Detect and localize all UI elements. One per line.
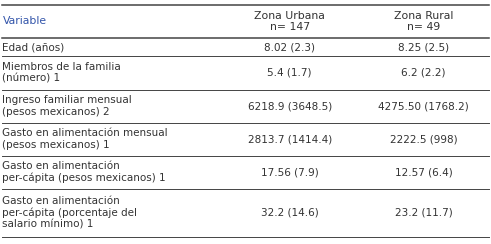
- Text: 6.2 (2.2): 6.2 (2.2): [401, 68, 446, 78]
- Text: Miembros de la familia
(número) 1: Miembros de la familia (número) 1: [2, 62, 121, 84]
- Text: Gasto en alimentación
per-cápita (porcentaje del
salario mínimo) 1: Gasto en alimentación per-cápita (porcen…: [2, 196, 137, 230]
- Text: 17.56 (7.9): 17.56 (7.9): [261, 167, 319, 177]
- Text: Gasto en alimentación
per-cápita (pesos mexicanos) 1: Gasto en alimentación per-cápita (pesos …: [2, 161, 166, 183]
- Text: Variable: Variable: [2, 16, 47, 26]
- Text: Edad (años): Edad (años): [2, 42, 65, 52]
- Text: 2222.5 (998): 2222.5 (998): [390, 134, 457, 144]
- Text: 12.57 (6.4): 12.57 (6.4): [395, 167, 452, 177]
- Text: 23.2 (11.7): 23.2 (11.7): [395, 208, 452, 218]
- Text: Zona Urbana
n= 147: Zona Urbana n= 147: [254, 11, 325, 32]
- Text: 2813.7 (1414.4): 2813.7 (1414.4): [247, 134, 332, 144]
- Text: Gasto en alimentación mensual
(pesos mexicanos) 1: Gasto en alimentación mensual (pesos mex…: [2, 128, 168, 150]
- Text: 4275.50 (1768.2): 4275.50 (1768.2): [378, 101, 469, 111]
- Text: 32.2 (14.6): 32.2 (14.6): [261, 208, 319, 218]
- Text: Zona Rural
n= 49: Zona Rural n= 49: [394, 11, 453, 32]
- Text: 8.25 (2.5): 8.25 (2.5): [398, 42, 449, 52]
- Text: 6218.9 (3648.5): 6218.9 (3648.5): [247, 101, 332, 111]
- Text: 8.02 (2.3): 8.02 (2.3): [264, 42, 315, 52]
- Text: 5.4 (1.7): 5.4 (1.7): [268, 68, 312, 78]
- Text: Ingreso familiar mensual
(pesos mexicanos) 2: Ingreso familiar mensual (pesos mexicano…: [2, 95, 132, 117]
